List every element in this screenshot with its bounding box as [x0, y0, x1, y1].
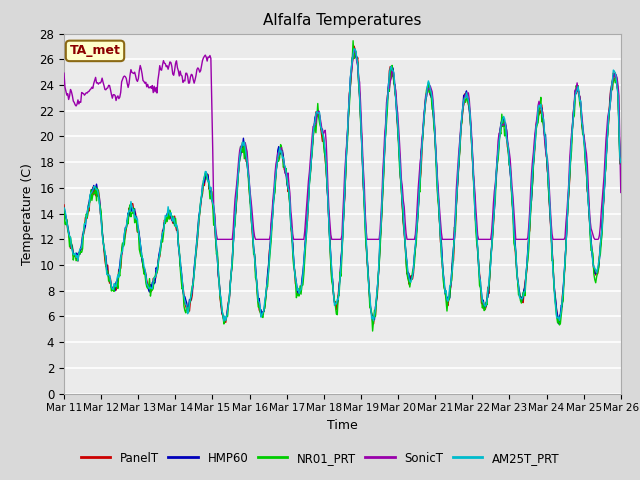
- X-axis label: Time: Time: [327, 419, 358, 432]
- Title: Alfalfa Temperatures: Alfalfa Temperatures: [263, 13, 422, 28]
- Legend: PanelT, HMP60, NR01_PRT, SonicT, AM25T_PRT: PanelT, HMP60, NR01_PRT, SonicT, AM25T_P…: [76, 447, 564, 469]
- Text: TA_met: TA_met: [70, 44, 120, 58]
- Y-axis label: Temperature (C): Temperature (C): [20, 163, 34, 264]
